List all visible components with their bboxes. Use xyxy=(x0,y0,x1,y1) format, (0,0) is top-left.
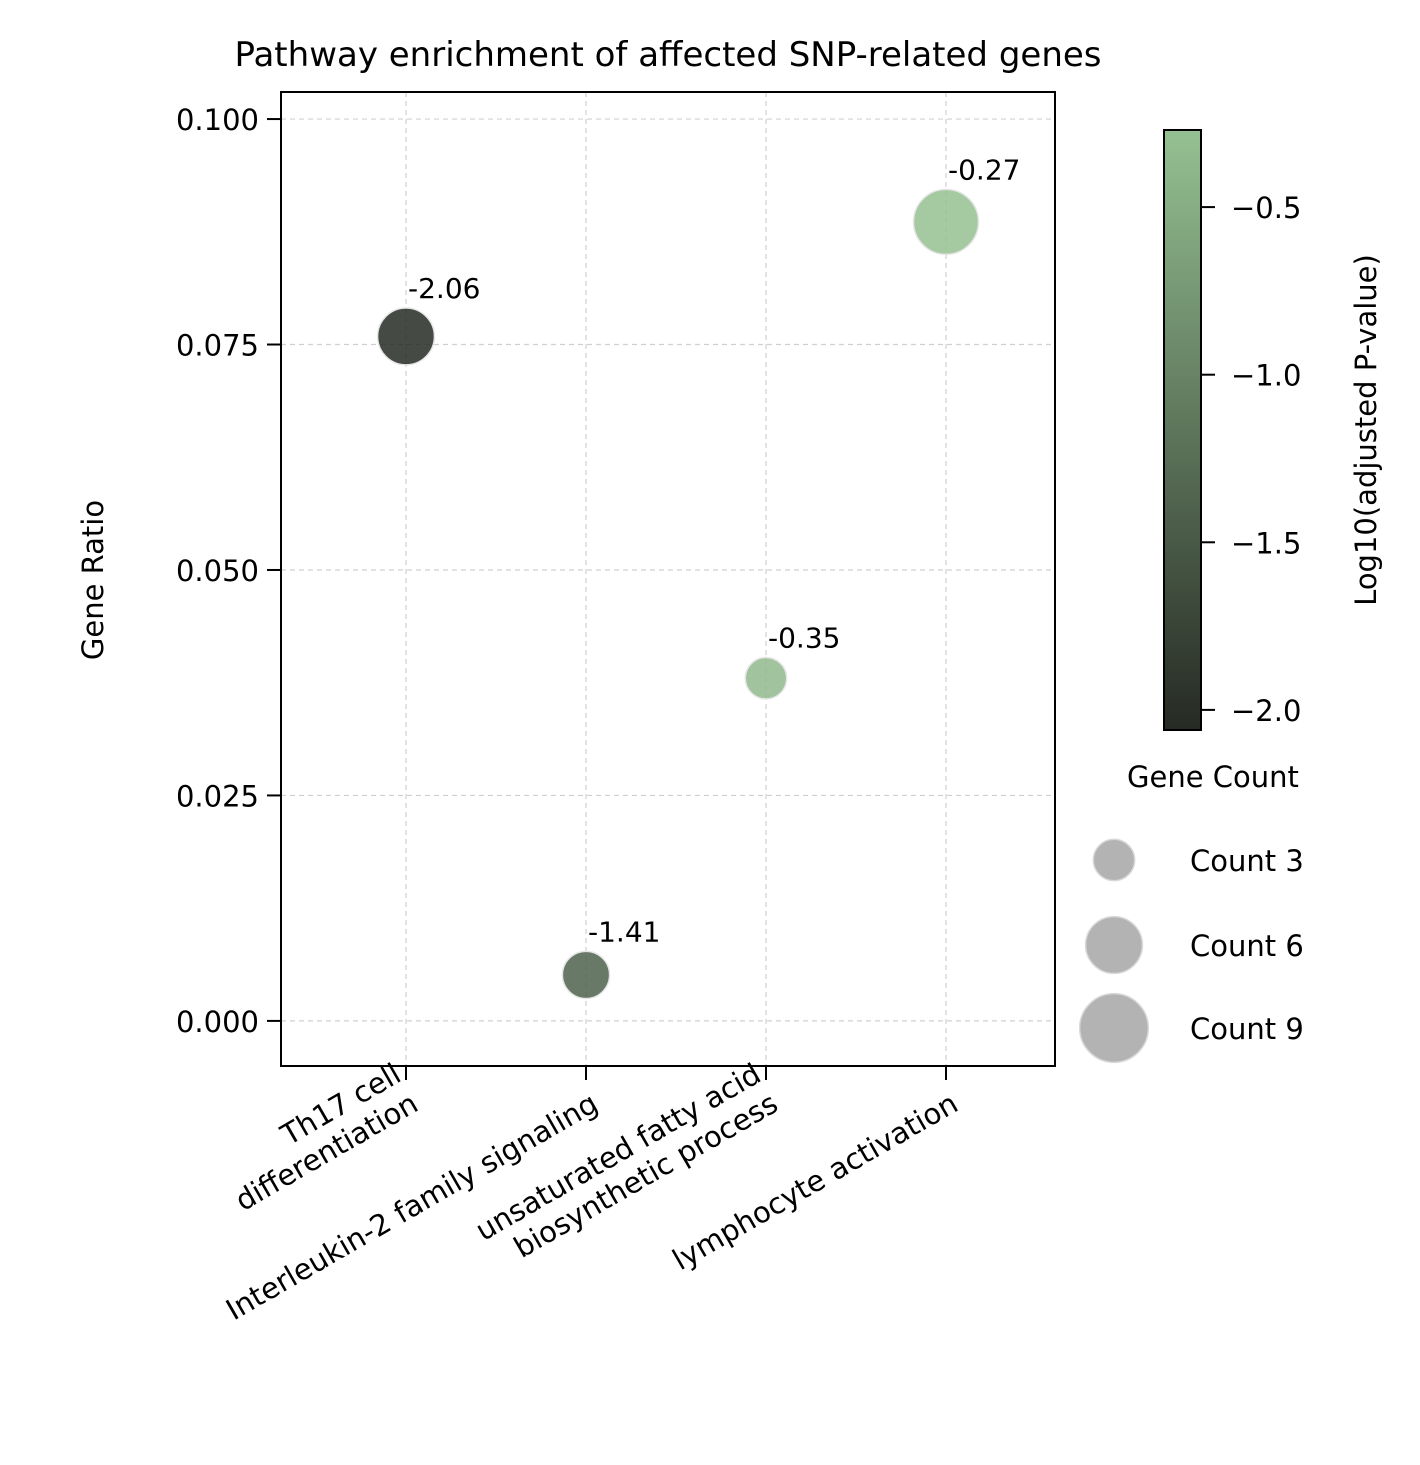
colorbar-tick-label: −0.5 xyxy=(1231,191,1301,225)
size-legend: Gene Count Count 3 Count 6 Count 9 xyxy=(1078,760,1304,1064)
chart-title: Pathway enrichment of affected SNP-relat… xyxy=(235,35,1102,75)
data-label: -0.27 xyxy=(948,153,1020,186)
y-tick-label: 0.100 xyxy=(176,103,259,137)
y-tick-label: 0.075 xyxy=(176,329,259,363)
y-tick-label: 0.000 xyxy=(176,1005,259,1039)
y-tick-label: 0.025 xyxy=(176,779,259,813)
y-axis-ticks: 0.000 0.025 0.050 0.075 0.100 xyxy=(176,103,281,1039)
data-points xyxy=(376,188,980,1000)
size-legend-marker xyxy=(1092,838,1136,882)
plot-frame xyxy=(280,91,1056,1067)
colorbar-tick-label: −1.0 xyxy=(1231,359,1301,393)
size-legend-label: Count 9 xyxy=(1190,1012,1304,1046)
colorbar: −0.5 −1.0 −1.5 −2.0 Log10(adjusted P-value) xyxy=(1163,129,1383,731)
size-legend-marker xyxy=(1084,915,1144,975)
size-legend-marker xyxy=(1078,992,1150,1064)
data-point xyxy=(376,307,436,366)
y-tick-label: 0.050 xyxy=(176,554,259,588)
data-labels: -2.06 -1.41 -0.35 -0.27 xyxy=(408,153,1020,948)
colorbar-ticks: −0.5 −1.0 −1.5 −2.0 xyxy=(1201,191,1301,728)
size-legend-entries: Count 3 Count 6 Count 9 xyxy=(1078,838,1304,1064)
size-legend-label: Count 3 xyxy=(1190,844,1304,878)
data-label: -2.06 xyxy=(408,272,480,305)
data-point xyxy=(744,656,788,700)
colorbar-tick-label: −2.0 xyxy=(1231,694,1301,728)
data-point xyxy=(561,950,611,1000)
size-legend-label: Count 6 xyxy=(1190,929,1304,963)
colorbar-gradient xyxy=(1163,129,1202,731)
data-label: -0.35 xyxy=(768,621,840,654)
data-label: -1.41 xyxy=(588,915,660,948)
colorbar-tick-label: −1.5 xyxy=(1231,526,1301,560)
data-point xyxy=(912,188,980,256)
colorbar-label: Log10(adjusted P-value) xyxy=(1349,254,1383,606)
y-axis-label: Gene Ratio xyxy=(76,500,110,660)
size-legend-title: Gene Count xyxy=(1127,760,1299,794)
